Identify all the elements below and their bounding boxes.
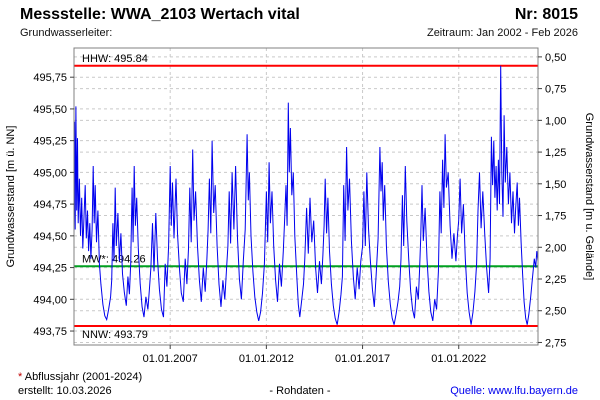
y-right-tick-label: 2,50 [545, 306, 566, 318]
station-number: Nr: 8015 [514, 6, 578, 23]
y-left-tick-label: 495,75 [33, 72, 67, 84]
y-right-tick-label: 0,50 [545, 52, 566, 64]
page-title: Messstelle: WWA_2103 Wertach vital [20, 6, 300, 23]
x-tick-label: 01.01.2022 [431, 353, 486, 365]
y-left-tick-label: 494,50 [33, 231, 67, 243]
x-tick-label: 01.01.2017 [335, 353, 390, 365]
y-right-tick-label: 2,00 [545, 242, 566, 254]
y-left-tick-label: 493,75 [33, 326, 67, 338]
y-right-axis-title: Grundwasserstand [m u. Gelände] [583, 113, 595, 281]
y-left-axis-title: Grundwasserstand [m ü. NN] [5, 126, 17, 268]
raw-data-label: - Rohdaten - [269, 385, 331, 397]
y-right-tick-label: 1,75 [545, 211, 566, 223]
footnote-asterisk: * [18, 371, 23, 383]
hhw-label: HHW: 495.84 [82, 53, 148, 65]
y-right-tick-label: 0,75 [545, 84, 566, 96]
nnw-label: NNW: 493.79 [82, 329, 148, 341]
y-left-tick-label: 495,50 [33, 104, 67, 116]
time-range-label: Zeitraum: Jan 2002 - Feb 2026 [426, 27, 578, 39]
x-tick-label: 01.01.2012 [239, 353, 294, 365]
plot-frame [73, 47, 539, 346]
y-right-tick-label: 2,75 [545, 337, 566, 349]
source-link[interactable]: Quelle: www.lfu.bayern.de [450, 385, 578, 397]
created-date: erstellt: 10.03.2026 [18, 385, 112, 397]
y-left-tick-label: 494,75 [33, 199, 67, 211]
x-tick-label: 01.01.2007 [143, 353, 198, 365]
y-right-tick-label: 1,25 [545, 147, 566, 159]
footnote: * Abflussjahr (2001-2024) [18, 371, 142, 383]
y-left-tick-label: 494,00 [33, 294, 67, 306]
y-right-tick-label: 2,25 [545, 274, 566, 286]
y-left-tick-label: 495,25 [33, 136, 67, 148]
footnote-text: Abflussjahr (2001-2024) [22, 371, 143, 383]
y-left-tick-label: 494,25 [33, 263, 67, 275]
y-right-tick-label: 1,00 [545, 115, 566, 127]
y-left-tick-label: 495,00 [33, 167, 67, 179]
series-line-rohdaten [73, 65, 539, 325]
aquifer-label: Grundwasserleiter: [20, 27, 113, 39]
y-right-tick-label: 1,50 [545, 179, 566, 191]
